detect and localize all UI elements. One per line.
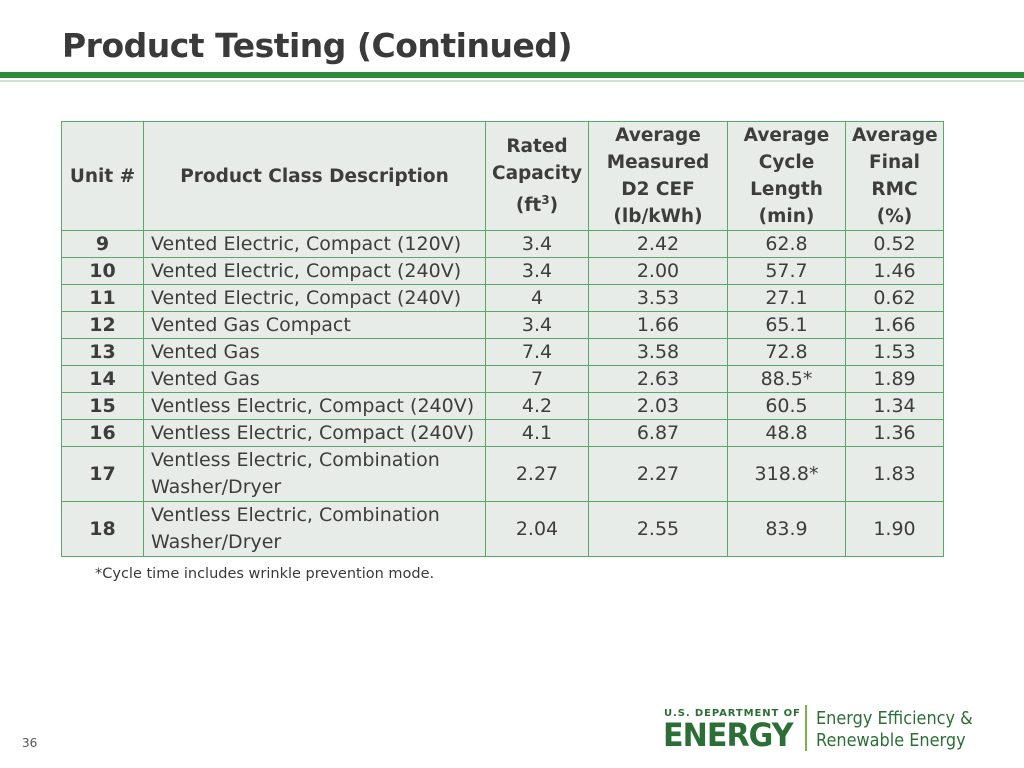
table-row: 16 Ventless Electric, Compact (240V) 4.1…	[61, 419, 944, 447]
title-divider-shadow	[0, 80, 1024, 82]
capacity-cell: 7.4	[485, 338, 589, 366]
description-cell: Ventless Electric, Combination Washer/Dr…	[143, 501, 486, 557]
page-number: 36	[22, 736, 38, 750]
rmc-cell: 0.62	[845, 284, 944, 312]
logo-office-line-1: Energy Efficiency &	[816, 709, 973, 729]
rmc-cell: 1.66	[845, 311, 944, 339]
rmc-cell: 1.53	[845, 338, 944, 366]
cef-cell: 2.63	[588, 365, 728, 393]
cef-cell: 3.58	[588, 338, 728, 366]
description-cell: Vented Electric, Compact (240V)	[143, 284, 486, 312]
rmc-cell: 1.83	[845, 446, 944, 502]
table-header-row: Unit # Product Class Description Rated C…	[61, 121, 944, 231]
header-rmc: Average Final RMC (%)	[845, 121, 944, 231]
table-row: 13 Vented Gas 7.4 3.58 72.8 1.53	[61, 338, 944, 366]
cycle-length-cell: 318.8*	[727, 446, 846, 502]
unit-cell: 10	[61, 257, 144, 285]
cycle-length-cell: 83.9	[727, 501, 846, 557]
cycle-length-cell: 72.8	[727, 338, 846, 366]
cycle-length-cell: 88.5*	[727, 365, 846, 393]
description-cell: Vented Electric, Compact (120V)	[143, 230, 486, 258]
logo-department-line: U.S. DEPARTMENT OF	[664, 708, 801, 719]
rmc-cell: 1.36	[845, 419, 944, 447]
capacity-cell: 3.4	[485, 311, 589, 339]
title-divider	[0, 72, 1024, 78]
unit-cell: 16	[61, 419, 144, 447]
description-cell: Vented Gas	[143, 338, 486, 366]
table-footnote: *Cycle time includes wrinkle prevention …	[95, 566, 435, 582]
cycle-length-cell: 60.5	[727, 392, 846, 420]
capacity-cell: 4	[485, 284, 589, 312]
rmc-cell: 1.90	[845, 501, 944, 557]
header-capacity-text: Rated Capacity (ft	[492, 135, 582, 217]
logo-divider	[805, 705, 807, 751]
capacity-cell: 3.4	[485, 257, 589, 285]
product-testing-table: Unit # Product Class Description Rated C…	[61, 121, 944, 557]
header-unit: Unit #	[61, 121, 144, 231]
unit-cell: 18	[61, 501, 144, 557]
table-row: 9 Vented Electric, Compact (120V) 3.4 2.…	[61, 230, 944, 258]
cycle-length-cell: 27.1	[727, 284, 846, 312]
cycle-length-cell: 62.8	[727, 230, 846, 258]
table-row: 11 Vented Electric, Compact (240V) 4 3.5…	[61, 284, 944, 312]
cef-cell: 2.00	[588, 257, 728, 285]
cef-cell: 2.03	[588, 392, 728, 420]
logo-office-name: Energy Efficiency & Renewable Energy	[816, 708, 973, 752]
table-row: 18 Ventless Electric, Combination Washer…	[61, 501, 944, 557]
capacity-cell: 4.2	[485, 392, 589, 420]
capacity-cell: 2.04	[485, 501, 589, 557]
table-row: 17 Ventless Electric, Combination Washer…	[61, 446, 944, 502]
header-cycle-length: Average Cycle Length (min)	[727, 121, 846, 231]
header-description: Product Class Description	[143, 121, 486, 231]
description-cell: Ventless Electric, Combination Washer/Dr…	[143, 446, 486, 502]
cef-cell: 6.87	[588, 419, 728, 447]
rmc-cell: 1.46	[845, 257, 944, 285]
capacity-cell: 2.27	[485, 446, 589, 502]
description-cell: Vented Electric, Compact (240V)	[143, 257, 486, 285]
cycle-length-cell: 65.1	[727, 311, 846, 339]
capacity-cell: 7	[485, 365, 589, 393]
cef-cell: 3.53	[588, 284, 728, 312]
rmc-cell: 1.89	[845, 365, 944, 393]
capacity-cell: 3.4	[485, 230, 589, 258]
unit-cell: 9	[61, 230, 144, 258]
description-cell: Ventless Electric, Compact (240V)	[143, 419, 486, 447]
rmc-cell: 0.52	[845, 230, 944, 258]
cef-cell: 2.55	[588, 501, 728, 557]
description-cell: Vented Gas	[143, 365, 486, 393]
header-capacity: Rated Capacity (ft3)	[485, 121, 589, 231]
unit-cell: 17	[61, 446, 144, 502]
header-capacity-close: )	[549, 195, 559, 217]
header-capacity-superscript: 3	[541, 192, 550, 207]
unit-cell: 11	[61, 284, 144, 312]
table-row: 10 Vented Electric, Compact (240V) 3.4 2…	[61, 257, 944, 285]
capacity-cell: 4.1	[485, 419, 589, 447]
description-cell: Ventless Electric, Compact (240V)	[143, 392, 486, 420]
rmc-cell: 1.34	[845, 392, 944, 420]
cef-cell: 2.27	[588, 446, 728, 502]
unit-cell: 13	[61, 338, 144, 366]
logo-energy-word: ENERGY	[663, 716, 794, 754]
table-row: 14 Vented Gas 7 2.63 88.5* 1.89	[61, 365, 944, 393]
cycle-length-cell: 57.7	[727, 257, 846, 285]
unit-cell: 12	[61, 311, 144, 339]
unit-cell: 14	[61, 365, 144, 393]
table-row: 12 Vented Gas Compact 3.4 1.66 65.1 1.66	[61, 311, 944, 339]
table-row: 15 Ventless Electric, Compact (240V) 4.2…	[61, 392, 944, 420]
cef-cell: 2.42	[588, 230, 728, 258]
header-cef: Average Measured D2 CEF (lb/kWh)	[588, 121, 728, 231]
cef-cell: 1.66	[588, 311, 728, 339]
cycle-length-cell: 48.8	[727, 419, 846, 447]
slide-title: Product Testing (Continued)	[62, 26, 573, 65]
unit-cell: 15	[61, 392, 144, 420]
logo-office-line-2: Renewable Energy	[816, 731, 966, 751]
doe-eere-logo: U.S. DEPARTMENT OF ENERGY Energy Efficie…	[663, 702, 984, 754]
description-cell: Vented Gas Compact	[143, 311, 486, 339]
